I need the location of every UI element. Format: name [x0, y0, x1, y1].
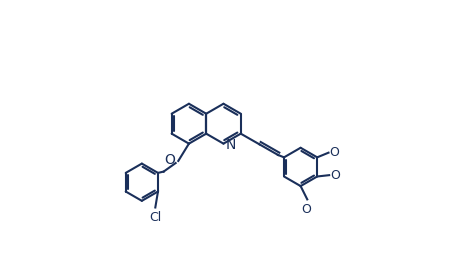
- Text: Cl: Cl: [149, 211, 162, 224]
- Text: N: N: [226, 138, 236, 152]
- Text: O: O: [329, 146, 339, 159]
- Text: O: O: [301, 203, 311, 216]
- Text: O: O: [164, 153, 175, 167]
- Text: O: O: [330, 169, 340, 182]
